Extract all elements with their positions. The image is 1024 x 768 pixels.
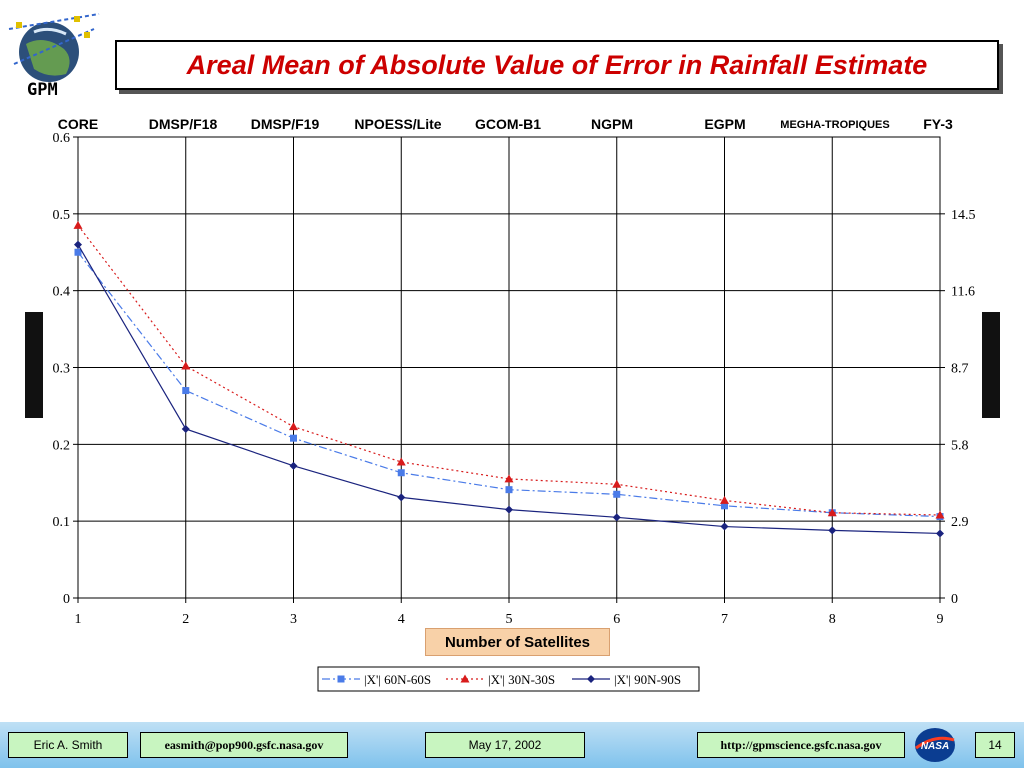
- y2-tick-label: 2.9: [951, 515, 969, 530]
- data-point-diamond: [289, 461, 298, 470]
- data-point-diamond: [936, 529, 944, 538]
- x-tick-label: 5: [506, 612, 513, 627]
- y2-tick-label: 5.8: [951, 438, 969, 453]
- x-tick-label: 7: [721, 612, 728, 627]
- footer-email-text: easmith@pop900.gsfc.nasa.gov: [164, 737, 324, 752]
- data-point-square: [613, 490, 621, 498]
- x-tick-label: 8: [829, 612, 836, 627]
- x-tick-label: 1: [75, 612, 82, 627]
- data-point-diamond: [612, 513, 621, 522]
- y-tick-label: 0.4: [53, 285, 71, 300]
- y2-tick-label: 0: [951, 592, 958, 607]
- line-chart: 00.10.20.30.40.50.61 2 3 4 5 6 7 8 902.95.88.711…: [53, 131, 976, 692]
- data-point-square: [182, 387, 190, 395]
- footer-url[interactable]: http://gpmscience.gsfc.nasa.gov: [697, 732, 905, 758]
- data-point-diamond: [828, 526, 837, 535]
- footer-page: 14: [975, 732, 1015, 758]
- x-tick-label: 2: [182, 612, 189, 627]
- title-box: Areal Mean of Absolute Value of Error in…: [115, 40, 999, 90]
- data-point-square: [337, 675, 345, 683]
- right-axis-label-bar: [982, 312, 1000, 418]
- satellite-label: CORE: [57, 116, 99, 132]
- data-point-triangle: [289, 422, 298, 431]
- x-tick-label: 3: [290, 612, 297, 627]
- data-point-square: [721, 502, 728, 510]
- y-tick-label: 0.1: [53, 515, 71, 530]
- footer-author: Eric A. Smith: [8, 732, 128, 758]
- x-axis-label: Number of Satellites: [425, 628, 610, 656]
- y2-tick-label: 14.5: [951, 208, 976, 223]
- footer-page-number: 14: [988, 738, 1002, 752]
- satellite-label: DMSP/F18: [148, 116, 218, 132]
- left-axis-label-bar: [25, 312, 43, 418]
- y-tick-label: 0.6: [53, 131, 71, 146]
- data-point-diamond: [74, 240, 82, 249]
- y-tick-label: 0.2: [53, 438, 71, 453]
- satellite-label: NGPM: [591, 116, 633, 132]
- footer-date: May 17, 2002: [425, 732, 585, 758]
- data-point-diamond: [587, 675, 595, 683]
- satellite-label: DMSP/F19: [250, 116, 320, 132]
- y2-tick-label: 11.6: [951, 285, 975, 300]
- x-axis-label-text: Number of Satellites: [444, 633, 591, 651]
- footer-author-text: Eric A. Smith: [33, 738, 103, 752]
- legend-label: |X'| 30N-30S: [488, 672, 555, 687]
- data-point-square: [290, 434, 297, 442]
- data-point-square: [74, 248, 82, 256]
- data-point-triangle: [396, 457, 406, 466]
- legend-label: |X'| 60N-60S: [364, 672, 431, 687]
- y-tick-label: 0: [63, 592, 70, 607]
- data-point-triangle: [935, 510, 945, 519]
- data-point-triangle: [612, 479, 622, 488]
- y2-tick-label: 8.7: [951, 362, 969, 377]
- data-point-diamond: [720, 522, 729, 531]
- data-point-triangle: [181, 361, 191, 370]
- y-tick-label: 0.5: [53, 208, 71, 223]
- gpm-logo: [8, 13, 100, 82]
- footer-date-text: May 17, 2002: [468, 738, 542, 752]
- data-point-diamond: [181, 424, 190, 433]
- y-tick-label: 0.3: [53, 362, 71, 377]
- logo-text: GPM: [27, 80, 58, 100]
- satellite-label: MEGHA-TROPIQUES: [780, 119, 890, 131]
- data-point-triangle: [460, 674, 470, 683]
- data-point-triangle: [827, 508, 837, 517]
- page-title: Areal Mean of Absolute Value of Error in…: [186, 49, 928, 80]
- data-point-square: [505, 486, 513, 494]
- x-tick-label: 4: [398, 612, 405, 627]
- data-point-diamond: [505, 505, 513, 514]
- satellite-label: GCOM-B1: [474, 116, 542, 132]
- satellite-label: NPOESS/Lite: [354, 116, 442, 132]
- svg-text:NASA: NASA: [921, 741, 949, 752]
- legend: [317, 666, 700, 692]
- x-tick-label: 6: [613, 612, 620, 627]
- footer-url-text: http://gpmscience.gsfc.nasa.gov: [720, 737, 882, 752]
- data-point-triangle: [504, 474, 514, 483]
- nasa-logo: NASA: [915, 728, 955, 762]
- data-point-triangle: [73, 220, 83, 229]
- legend-label: |X'| 90N-90S: [614, 672, 681, 687]
- data-point-square: [397, 469, 405, 477]
- data-point-triangle: [720, 495, 729, 504]
- x-tick-label: 9: [937, 612, 944, 627]
- satellite-label: FY-3: [923, 116, 953, 132]
- data-point-diamond: [397, 493, 406, 502]
- footer-email[interactable]: easmith@pop900.gsfc.nasa.gov: [140, 732, 348, 758]
- satellite-label: EGPM: [704, 116, 746, 132]
